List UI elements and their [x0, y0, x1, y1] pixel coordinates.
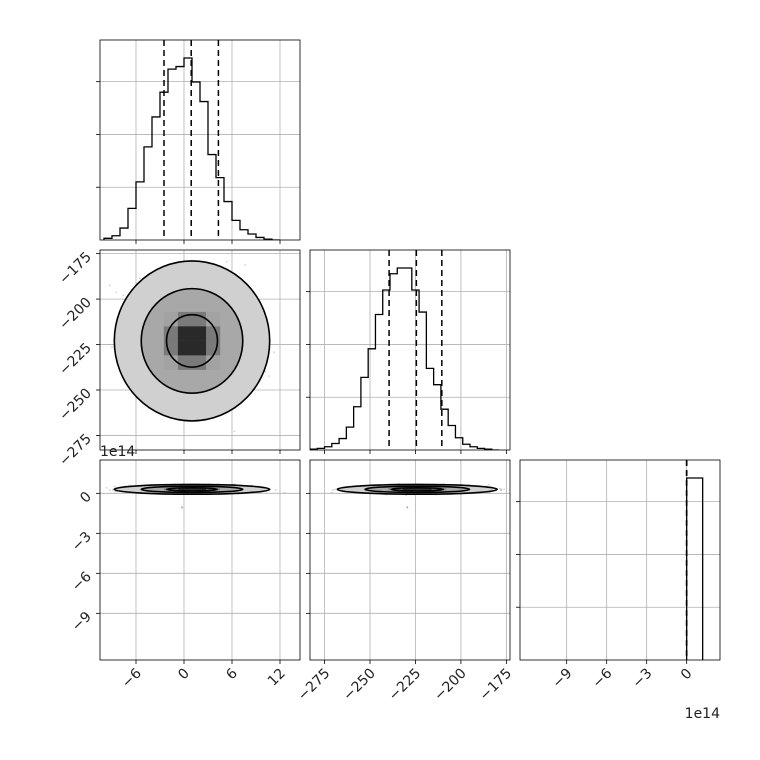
- sample-point: [108, 284, 111, 287]
- density-cell: [192, 488, 207, 490]
- sample-point: [244, 264, 247, 266]
- sample-point: [233, 430, 236, 433]
- contour-line: [113, 483, 271, 495]
- sample-point: [273, 351, 275, 354]
- density-cell: [192, 340, 207, 356]
- density-cell: [192, 326, 207, 341]
- histogram-step: [103, 57, 280, 240]
- panel-border: [519, 459, 721, 661]
- density-cell: [192, 489, 207, 491]
- panel-border: [99, 459, 301, 661]
- histogram-step: [686, 477, 704, 660]
- density-panel: [96, 229, 301, 500]
- density-panel: [96, 459, 301, 664]
- density-cell: [177, 326, 192, 341]
- sample-point: [151, 229, 153, 231]
- density-cell: [163, 355, 178, 370]
- density-cell: [206, 355, 221, 370]
- sample-point: [274, 488, 277, 491]
- sample-point: [105, 486, 108, 489]
- histogram-panel: [516, 459, 721, 664]
- sample-point: [264, 370, 267, 373]
- density-body: [108, 229, 275, 500]
- sample-point: [115, 291, 118, 294]
- panel-border: [309, 249, 511, 451]
- histogram-panel: [96, 39, 301, 244]
- sample-point: [114, 491, 116, 493]
- density-body: [100, 482, 286, 509]
- sample-point: [334, 488, 336, 491]
- panel-border: [99, 249, 301, 451]
- sample-point: [113, 485, 116, 488]
- density-cell: [206, 311, 221, 327]
- sample-point: [181, 498, 183, 500]
- grid: [306, 460, 510, 664]
- contour-line: [165, 313, 219, 368]
- sample-point: [225, 260, 228, 263]
- sample-point: [233, 482, 236, 485]
- histogram-step: [310, 267, 500, 450]
- sample-point: [268, 375, 270, 378]
- contour-line: [165, 486, 219, 492]
- histogram-panel: [306, 249, 511, 454]
- grid: [96, 40, 300, 244]
- contour-line: [140, 287, 244, 394]
- contour-line: [113, 260, 271, 422]
- sample-point: [108, 489, 111, 491]
- density-cell: [177, 340, 192, 356]
- density-cell: [177, 488, 192, 490]
- density-body: [331, 482, 506, 509]
- contour-line: [140, 485, 244, 494]
- grid: [516, 460, 720, 664]
- density-cell: [163, 311, 178, 327]
- sample-point: [112, 488, 114, 491]
- panel-border: [99, 39, 301, 241]
- density-panel: [306, 459, 511, 664]
- sample-point: [181, 506, 183, 509]
- sample-point: [122, 294, 125, 297]
- grid: [306, 250, 510, 454]
- density-cell: [177, 489, 192, 491]
- sample-point: [283, 491, 286, 494]
- sample-point: [111, 346, 113, 349]
- sample-point: [138, 277, 141, 280]
